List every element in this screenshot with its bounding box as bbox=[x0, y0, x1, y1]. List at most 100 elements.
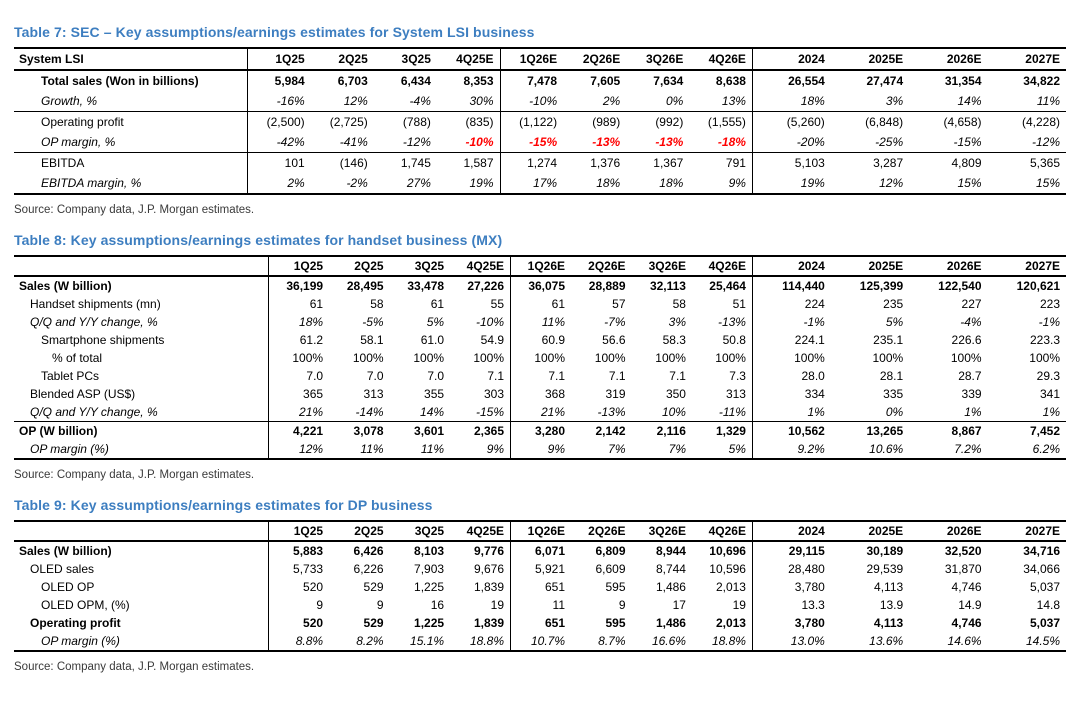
cell-value: 10.7% bbox=[510, 632, 572, 651]
table9-title: Table 9: Key assumptions/earnings estima… bbox=[14, 497, 433, 513]
cell-value: 6,703 bbox=[337, 74, 368, 88]
cell-value: 100% bbox=[594, 351, 626, 365]
cell-value: 9% bbox=[728, 176, 746, 190]
cell-value: 21% bbox=[510, 403, 572, 422]
cell-value: -13% bbox=[717, 315, 746, 329]
cell-value: 5% bbox=[728, 442, 746, 456]
table-header-row: 1Q25 2Q25 3Q25 4Q25E 1Q26E 2Q26E 3Q26E 4Q26E 202… bbox=[14, 256, 1066, 277]
cell-value: 11% bbox=[510, 313, 572, 331]
cell-value: 100% bbox=[1029, 351, 1060, 365]
cell-value: 5% bbox=[426, 315, 445, 329]
cell-value: (989) bbox=[592, 115, 621, 129]
cell-value: 8,638 bbox=[715, 74, 746, 88]
cell-value: 58 bbox=[672, 297, 686, 311]
row-label: Q/Q and Y/Y change, % bbox=[30, 315, 158, 329]
cell-value: 28.1 bbox=[879, 369, 904, 383]
cell-value: 224 bbox=[751, 295, 831, 313]
cell-value: 4,746 bbox=[951, 580, 982, 594]
cell-value: 4,113 bbox=[874, 580, 904, 594]
cell-value: 11 bbox=[510, 596, 572, 614]
cell-value: 651 bbox=[510, 578, 572, 596]
cell-value: 7.1 bbox=[608, 369, 626, 383]
cell-value: 100% bbox=[473, 351, 505, 365]
cell-value: 2% bbox=[247, 173, 311, 194]
cell-value: -16% bbox=[247, 91, 311, 112]
table-header-col: 4Q25E bbox=[436, 48, 500, 71]
cell-value: 28.7 bbox=[958, 369, 982, 383]
cell-value: -10% bbox=[499, 91, 564, 112]
cell-value: 19% bbox=[469, 176, 494, 190]
cell-value: (788) bbox=[402, 115, 431, 129]
cell-value: 5,984 bbox=[247, 70, 311, 91]
cell-value: 100% bbox=[751, 349, 831, 367]
table-row: Q/Q and Y/Y change, % 21% -14% 14% -15% 21% -1… bbox=[14, 403, 1066, 422]
cell-value: -4% bbox=[960, 315, 982, 329]
table-header-col: 4Q25E bbox=[450, 521, 511, 542]
cell-value: -2% bbox=[346, 176, 368, 190]
cell-value: 29,539 bbox=[866, 562, 904, 576]
cell-value: (992) bbox=[655, 115, 684, 129]
cell-value: 11% bbox=[420, 442, 445, 456]
row-label: Blended ASP (US$) bbox=[30, 387, 136, 401]
cell-value: 10.6% bbox=[869, 442, 904, 456]
cell-value: 339 bbox=[961, 387, 982, 401]
table-row: OLED OP 520 529 1,225 1,839 651 595 1,486 2,013 3… bbox=[14, 578, 1066, 596]
cell-value: 28,480 bbox=[751, 560, 831, 578]
table-header-col: 4Q26E bbox=[691, 521, 753, 542]
cell-value: (6,848) bbox=[865, 115, 904, 129]
cell-value: 61.0 bbox=[420, 333, 445, 347]
cell-value: -25% bbox=[830, 132, 910, 153]
cell-value: 1,486 bbox=[655, 616, 686, 630]
cell-value: 0% bbox=[626, 91, 690, 112]
table-header-col: 2027E bbox=[987, 256, 1066, 277]
cell-value: 7.0 bbox=[427, 369, 445, 383]
cell-value: 529 bbox=[363, 616, 384, 630]
cell-value: 21% bbox=[268, 403, 330, 422]
cell-value: 19 bbox=[490, 598, 505, 612]
cell-value: 3% bbox=[830, 91, 910, 112]
cell-value: 19 bbox=[732, 598, 746, 612]
cell-value: 7.2% bbox=[954, 442, 982, 456]
cell-value: -11% bbox=[691, 403, 753, 422]
cell-value: 3,601 bbox=[414, 424, 445, 438]
cell-value: 18.8% bbox=[470, 634, 505, 648]
cell-value: 12% bbox=[310, 91, 374, 112]
table-row: OP margin, % -42% -41% -12% -10% -15% -13% -13%… bbox=[14, 132, 1066, 153]
cell-value: 18% bbox=[268, 313, 330, 331]
cell-value: -13% bbox=[626, 132, 690, 153]
table-header-col: 1Q25 bbox=[268, 521, 330, 542]
table-header-col: 2Q25 bbox=[329, 521, 390, 542]
row-label: Q/Q and Y/Y change, % bbox=[14, 403, 269, 422]
cell-value: -15% bbox=[450, 403, 511, 422]
cell-value: 6,071 bbox=[510, 541, 572, 560]
table-row: Total sales (Won in billions) 5,984 6,703 6… bbox=[14, 70, 1066, 91]
cell-value: 9% bbox=[510, 440, 572, 459]
cell-value: (4,228) bbox=[1021, 115, 1060, 129]
cell-value: 8.2% bbox=[356, 634, 384, 648]
cell-value: -41% bbox=[310, 132, 374, 153]
cell-value: 235 bbox=[883, 297, 904, 311]
cell-value: 18% bbox=[751, 91, 831, 112]
row-label: Total sales (Won in billions) bbox=[41, 74, 199, 88]
cell-value: 11% bbox=[987, 91, 1066, 112]
cell-value: (835) bbox=[465, 115, 494, 129]
cell-value: 101 bbox=[247, 152, 311, 173]
cell-value: 61.2 bbox=[268, 331, 330, 349]
table-row: Sales (W billion) 5,883 6,426 8,103 9,776 6,0… bbox=[14, 541, 1066, 560]
cell-value: 1,587 bbox=[463, 156, 494, 170]
cell-value: 15% bbox=[1035, 176, 1060, 190]
table-header-col: 3Q25 bbox=[389, 521, 451, 542]
cell-value: 223.3 bbox=[1029, 333, 1060, 347]
cell-value: -4% bbox=[373, 91, 437, 112]
table-header-col: 2026E bbox=[909, 521, 988, 542]
cell-value: 313 bbox=[725, 387, 746, 401]
table-header-col: 2Q25 bbox=[310, 48, 374, 71]
cell-value: 8.8% bbox=[268, 632, 330, 651]
table-header-col: 2Q26E bbox=[571, 521, 632, 542]
cell-value: 1,376 bbox=[590, 156, 621, 170]
cell-value: 2,013 bbox=[715, 616, 746, 630]
cell-value: 226.6 bbox=[951, 333, 982, 347]
table-row: Growth, % -16% 12% -4% 30% -10% 2% 0% 13% 18% 3% 14… bbox=[14, 91, 1066, 112]
row-label: EBITDA bbox=[41, 156, 85, 170]
row-label: OLED OP bbox=[41, 580, 95, 594]
